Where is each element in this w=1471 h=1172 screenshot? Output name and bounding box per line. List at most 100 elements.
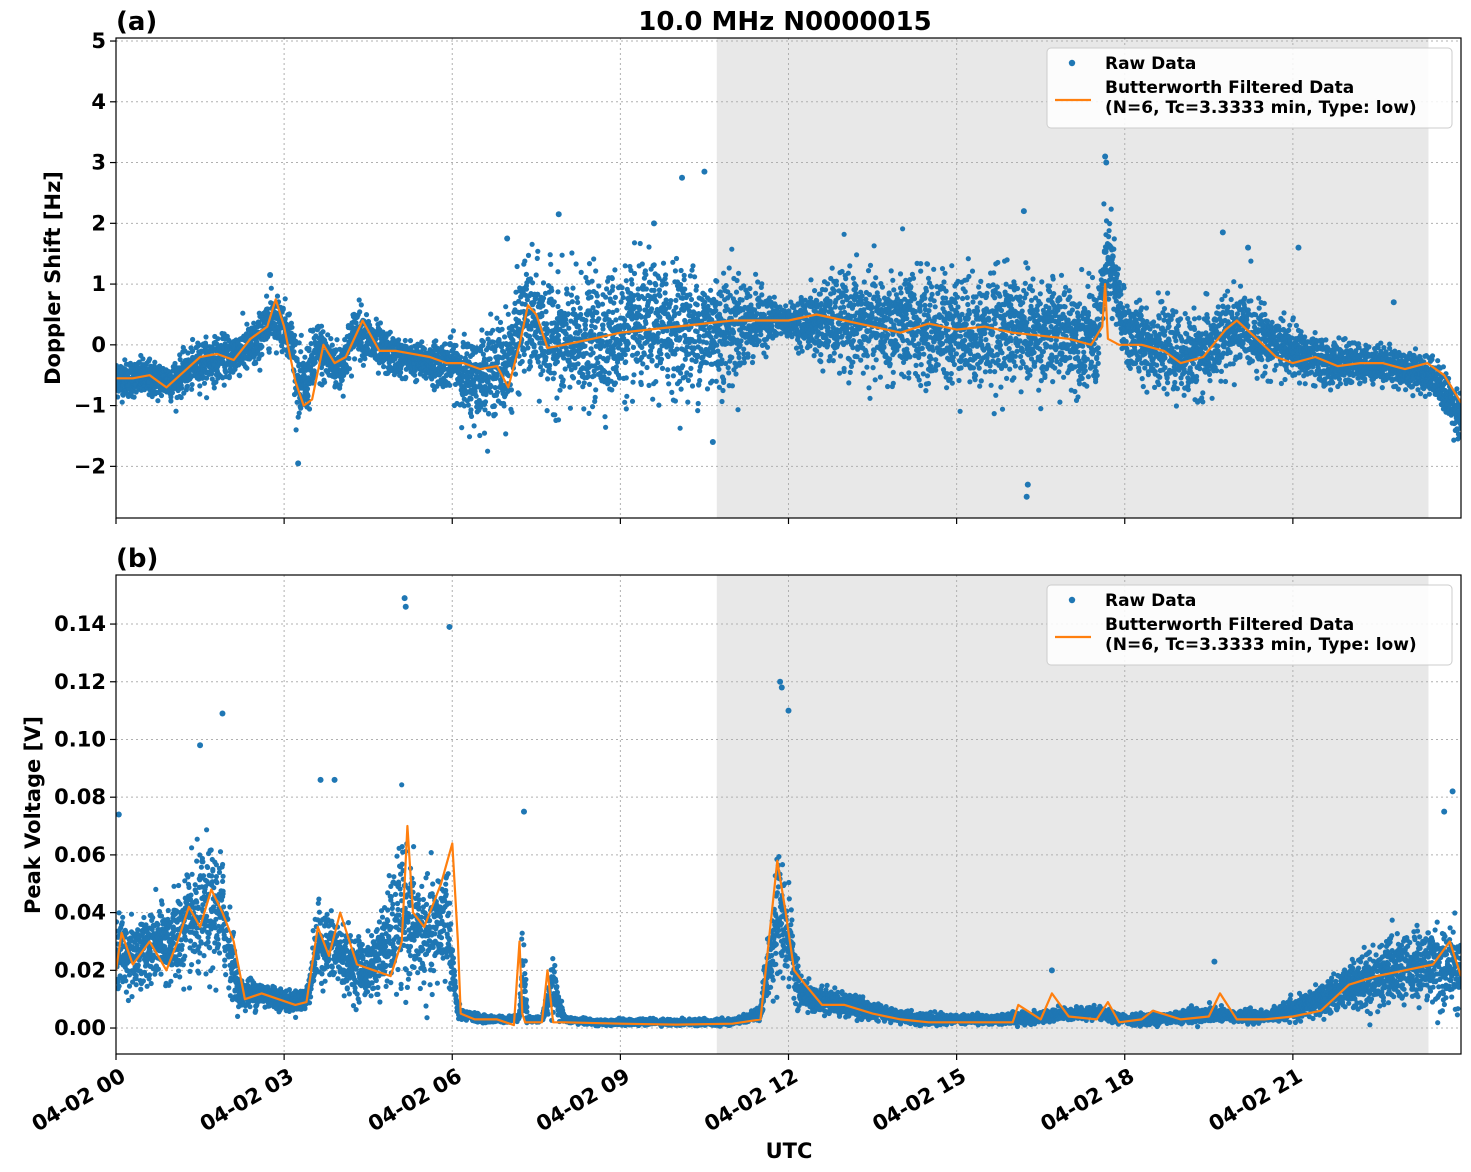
raw-data-point <box>918 261 924 267</box>
raw-data-point <box>594 310 600 316</box>
raw-data-point <box>962 289 968 295</box>
raw-data-point <box>480 351 486 357</box>
raw-data-point <box>502 334 508 340</box>
raw-data-point <box>565 311 571 317</box>
raw-data-point <box>468 396 474 402</box>
raw-data-point <box>758 332 764 338</box>
raw-data-point <box>897 285 904 291</box>
raw-data-point <box>646 244 652 250</box>
raw-data-point <box>729 383 736 389</box>
raw-data-point <box>753 271 759 277</box>
raw-data-point <box>738 338 744 344</box>
raw-data-point <box>958 365 964 371</box>
raw-data-point <box>957 317 963 323</box>
raw-data-point <box>286 311 292 317</box>
raw-data-point <box>357 309 363 315</box>
raw-data-point <box>544 321 550 327</box>
raw-data-point <box>932 304 938 310</box>
raw-data-point <box>678 267 684 274</box>
raw-data-point <box>499 326 505 332</box>
raw-data-point <box>687 372 694 378</box>
raw-data-point <box>887 356 893 362</box>
raw-data-point <box>639 344 645 350</box>
raw-data-point <box>901 374 907 380</box>
raw-data-point <box>719 398 725 405</box>
raw-data-point <box>575 361 581 367</box>
raw-data-point <box>666 381 672 387</box>
raw-data-point <box>640 361 646 367</box>
raw-data-point <box>917 308 923 314</box>
raw-data-point <box>240 310 246 316</box>
raw-data-point <box>890 277 896 283</box>
raw-data-point <box>833 278 840 284</box>
raw-data-point <box>588 294 594 300</box>
raw-data-point <box>402 337 408 344</box>
raw-data-point <box>396 337 402 343</box>
raw-data-point <box>814 348 820 354</box>
raw-data-point <box>685 399 691 405</box>
raw-data-point <box>505 311 511 317</box>
raw-data-point <box>827 301 833 307</box>
raw-data-point <box>305 393 311 399</box>
raw-data-point <box>928 356 934 362</box>
raw-data-point <box>253 360 259 366</box>
raw-data-point <box>659 365 666 371</box>
raw-data-point <box>944 321 950 327</box>
raw-data-point <box>962 337 968 343</box>
raw-data-point <box>613 364 620 370</box>
raw-data-point <box>268 285 274 291</box>
raw-data-point <box>543 309 549 315</box>
raw-data-point <box>749 359 756 366</box>
raw-data-point <box>818 359 824 365</box>
raw-data-point <box>204 395 210 401</box>
raw-data-point <box>519 358 525 365</box>
raw-data-point <box>503 304 509 310</box>
raw-data-point <box>540 295 547 301</box>
raw-data-point <box>477 432 483 439</box>
raw-data-point <box>540 280 547 286</box>
raw-data-point <box>190 336 196 343</box>
raw-data-point <box>481 430 488 436</box>
raw-data-point <box>155 398 161 404</box>
raw-data-point <box>298 405 304 411</box>
raw-data-point <box>414 377 420 383</box>
raw-data-point <box>567 384 573 390</box>
raw-data-point <box>545 376 551 382</box>
raw-data-point <box>522 258 528 264</box>
raw-data-point <box>264 293 270 299</box>
raw-data-point <box>935 362 941 368</box>
raw-data-point <box>567 405 574 411</box>
raw-data-point <box>521 368 527 374</box>
raw-data-point <box>530 280 536 286</box>
raw-data-point <box>273 350 279 356</box>
raw-data-point <box>847 369 853 375</box>
raw-data-point <box>609 275 615 282</box>
raw-data-point <box>172 360 178 367</box>
raw-data-point <box>340 393 346 399</box>
raw-data-point <box>611 300 617 306</box>
raw-data-point <box>967 379 973 385</box>
raw-data-point <box>673 255 680 262</box>
raw-data-point <box>622 263 628 269</box>
raw-data-point <box>559 252 565 258</box>
raw-data-point <box>843 288 849 294</box>
raw-data-point <box>294 399 300 405</box>
raw-data-point <box>637 306 643 312</box>
raw-data-point <box>829 265 835 271</box>
raw-data-point <box>745 351 751 357</box>
raw-data-point <box>346 355 352 361</box>
raw-data-point <box>450 328 456 334</box>
raw-data-point <box>623 375 629 381</box>
raw-data-point <box>866 292 873 298</box>
raw-data-point <box>917 303 923 309</box>
raw-data-point <box>656 402 662 408</box>
raw-data-point <box>736 354 742 361</box>
raw-data-point <box>703 340 710 346</box>
raw-data-point <box>906 375 912 381</box>
raw-data-point <box>169 390 175 396</box>
raw-data-point <box>817 291 823 297</box>
raw-data-point <box>873 357 879 363</box>
raw-data-point <box>885 332 891 338</box>
raw-data-point <box>223 369 229 375</box>
raw-data-point <box>554 359 561 365</box>
